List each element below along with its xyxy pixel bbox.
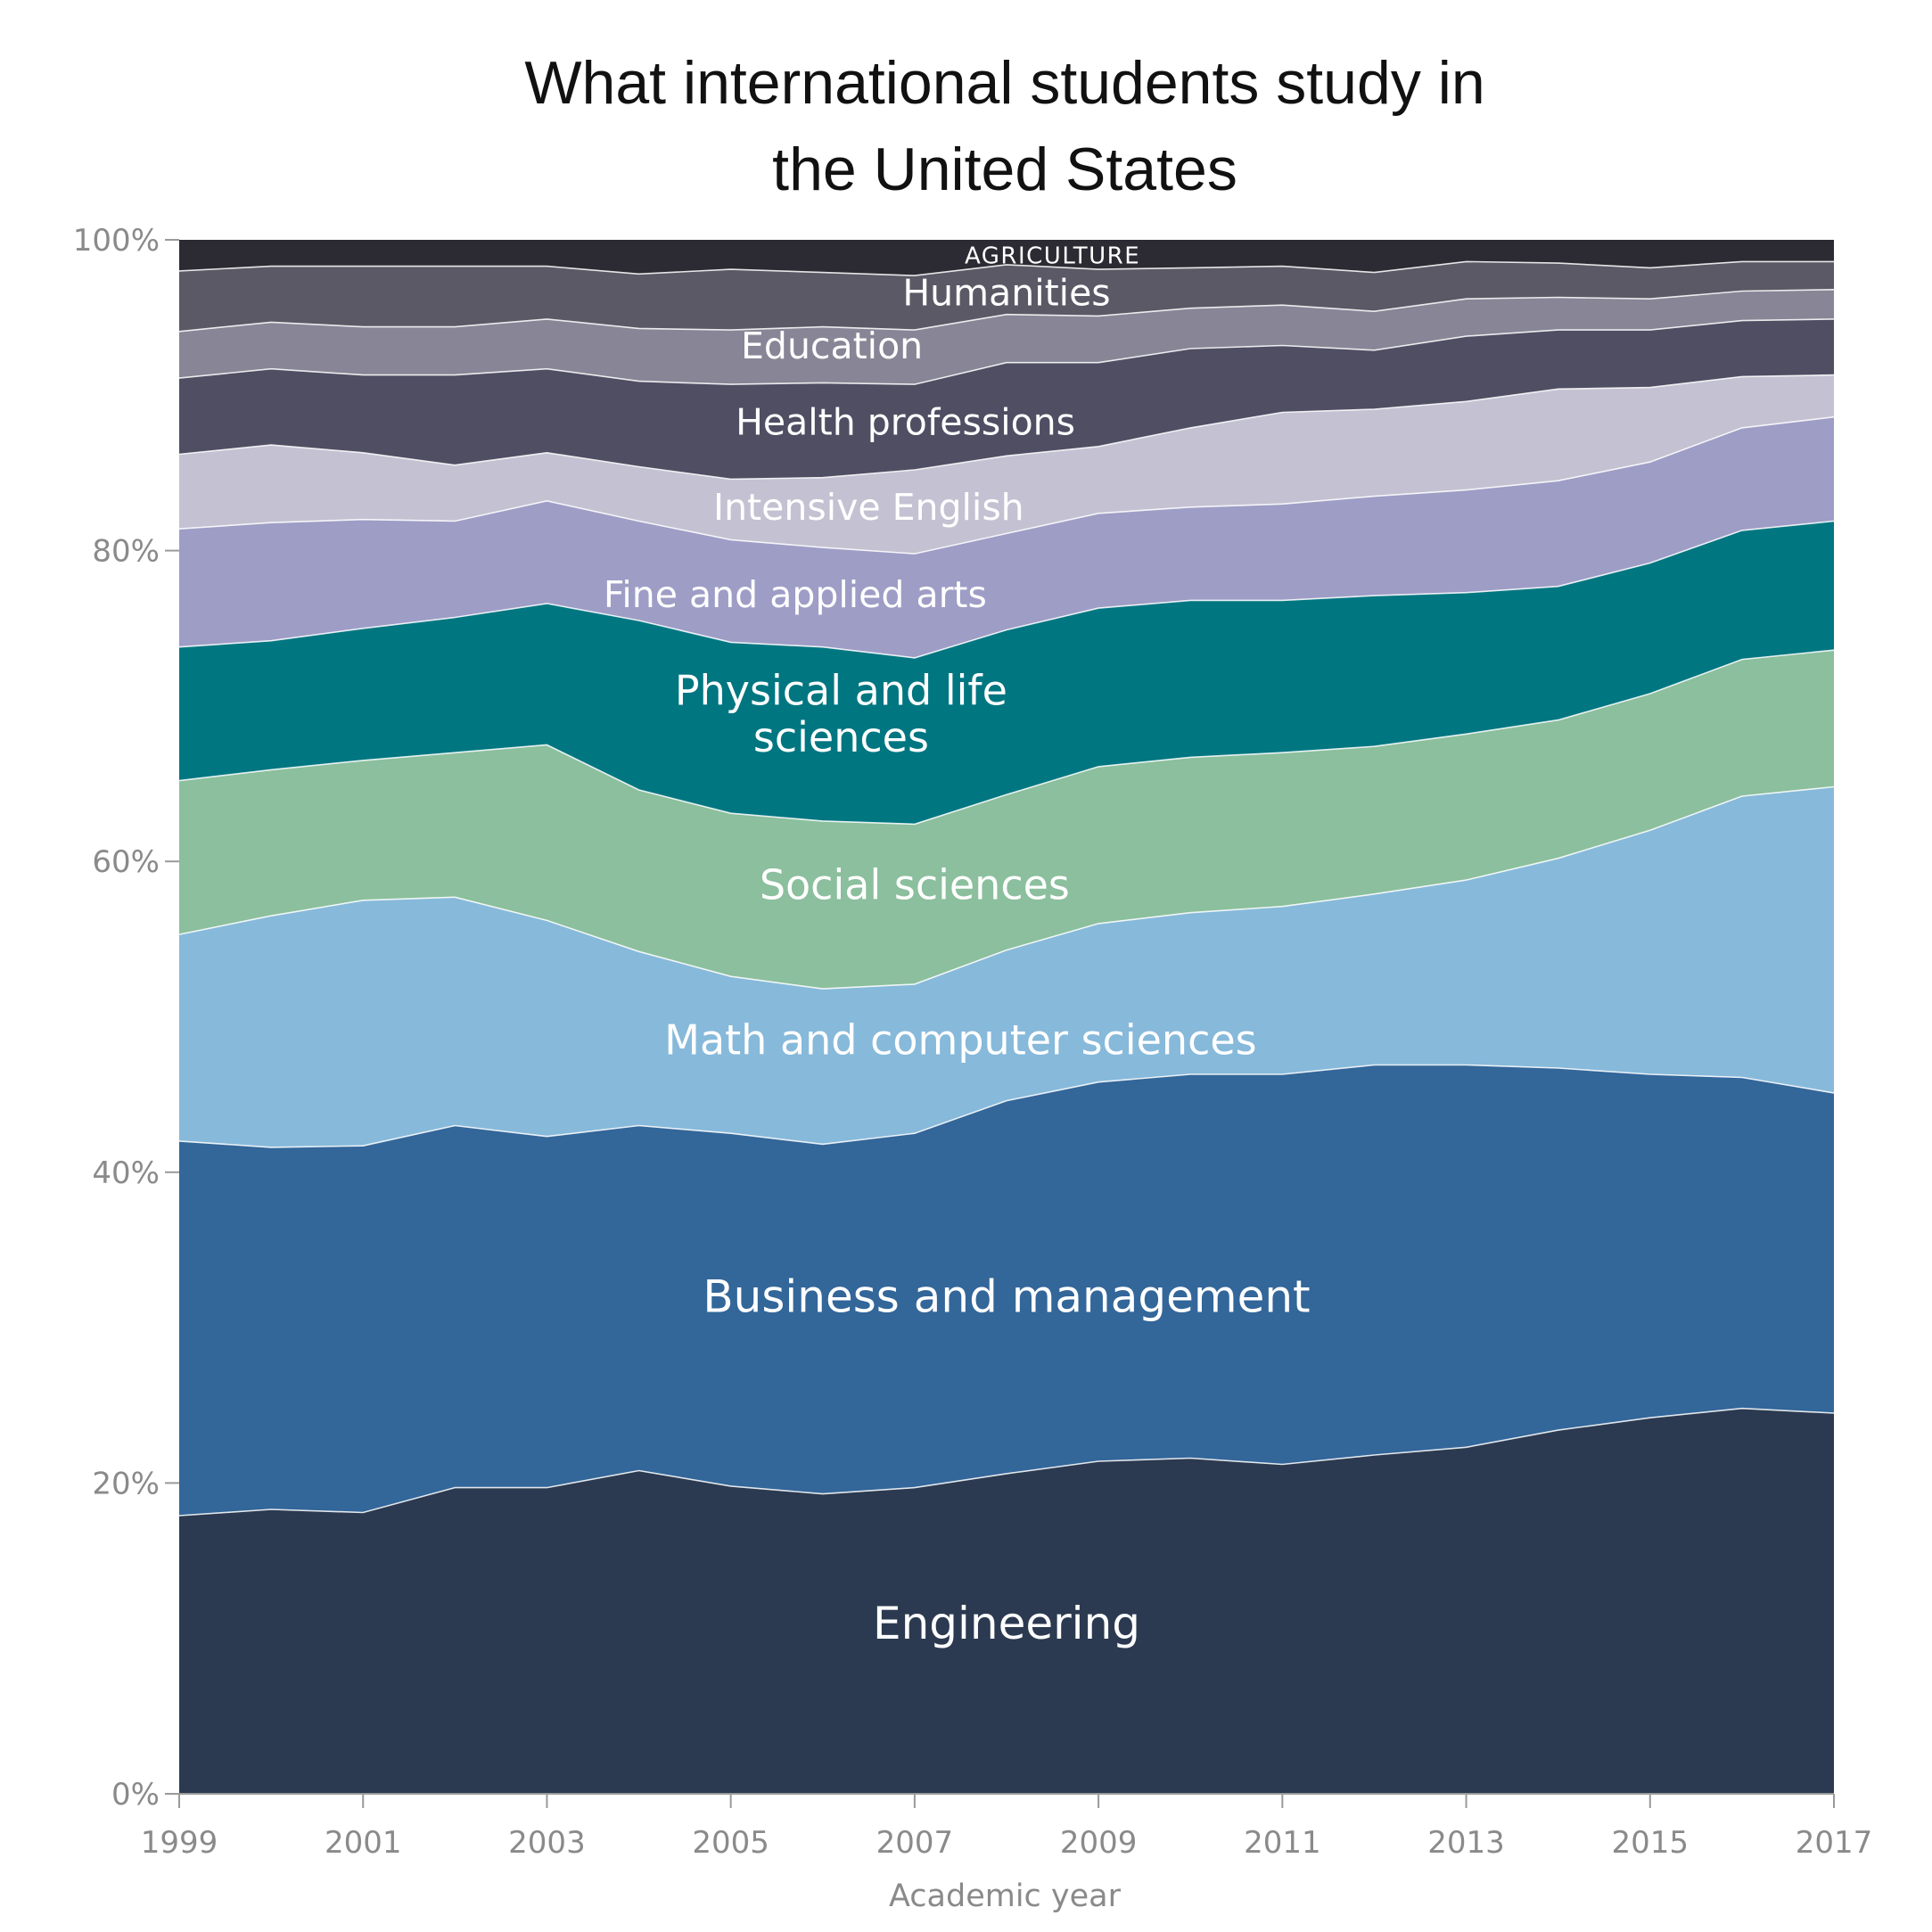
area-label-physical-and-life-sciences: Physical and life sciences — [675, 666, 1007, 761]
y-tick-label: 20% — [92, 1466, 160, 1501]
boundary-fine-and-applied-arts — [178, 415, 1835, 555]
area-label-agriculture: AGRICULTURE — [965, 243, 1140, 270]
boundary-humanities — [178, 260, 1834, 276]
area-math-and-computer-sciences — [179, 786, 1834, 1147]
chart-title-line-2: the United States — [772, 136, 1237, 203]
area-label-intensive-english: Intensive English — [713, 486, 1024, 529]
area-business-and-management — [179, 1065, 1834, 1516]
x-tick-label: 2001 — [325, 1825, 402, 1861]
chart-title-line-1: What international students study in — [524, 49, 1484, 117]
boundary-math-and-computer-sciences — [178, 785, 1835, 990]
y-tick-label: 40% — [92, 1155, 160, 1191]
x-tick-label: 2015 — [1612, 1825, 1689, 1861]
area-humanities — [179, 261, 1834, 332]
x-tick-label: 2005 — [692, 1825, 769, 1861]
x-axis: 1999 2001 2003 2005 2007 2009 2011 2013 2015 2017 — [141, 1793, 1873, 1861]
area-intensive-english — [179, 374, 1834, 555]
x-tick-label: 2011 — [1244, 1825, 1321, 1861]
area-label-math-and-computer-sciences: Math and computer sciences — [664, 1016, 1256, 1065]
x-tick-label: 2009 — [1060, 1825, 1138, 1861]
area-fine-and-applied-arts — [179, 416, 1834, 658]
area-layers — [178, 240, 1835, 1794]
area-label-education: Education — [741, 325, 923, 367]
boundary-business-and-management — [178, 1064, 1835, 1148]
boundary-intensive-english — [178, 374, 1835, 481]
x-axis-label: Academic year — [889, 1879, 1122, 1914]
area-engineering — [179, 1408, 1834, 1794]
area-labels: Engineering Business and management Math a… — [604, 243, 1311, 1649]
y-tick-label: 80% — [92, 534, 160, 570]
area-health-professions — [179, 318, 1834, 480]
y-tick-label: 100% — [73, 223, 160, 259]
boundary-education — [178, 289, 1835, 333]
area-education — [179, 289, 1834, 385]
x-tick-label: 2007 — [876, 1825, 954, 1861]
x-tick-label: 2013 — [1427, 1825, 1505, 1861]
boundary-physical-and-life-sciences — [178, 520, 1835, 659]
x-tick-label: 2003 — [508, 1825, 586, 1861]
x-tick-label: 2017 — [1796, 1825, 1873, 1861]
area-label-humanities: Humanities — [902, 272, 1110, 315]
y-axis: 0% 20% 40% 60% 80% 100% — [73, 223, 179, 1813]
area-label-fine-and-applied-arts: Fine and applied arts — [604, 573, 987, 616]
area-label-business-and-management: Business and management — [703, 1271, 1310, 1323]
y-tick-label: 60% — [92, 844, 160, 880]
x-tick-label: 1999 — [141, 1825, 218, 1861]
area-social-sciences — [179, 650, 1834, 990]
boundary-health-professions — [178, 318, 1835, 385]
boundary-social-sciences — [178, 649, 1835, 826]
y-tick-label: 0% — [111, 1777, 160, 1813]
area-label-engineering: Engineering — [873, 1598, 1140, 1649]
boundary-engineering — [178, 1407, 1835, 1517]
area-physical-and-life-sciences — [179, 521, 1834, 825]
area-label-social-sciences: Social sciences — [760, 860, 1070, 908]
area-label-health-professions: Health professions — [736, 400, 1075, 443]
